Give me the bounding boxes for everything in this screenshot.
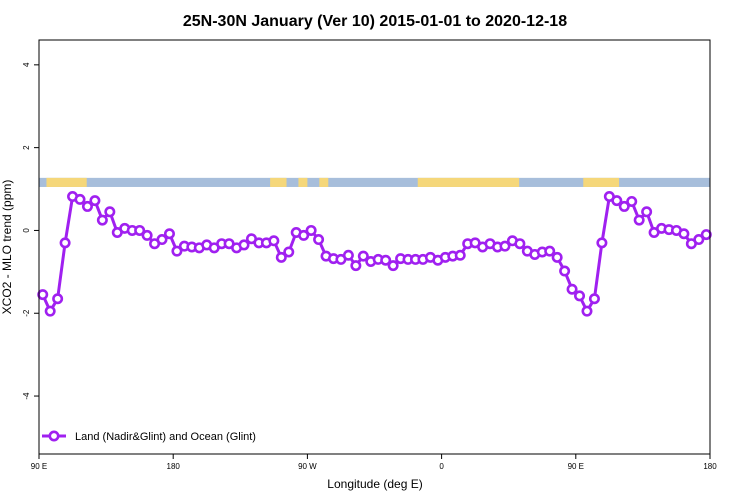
y-axis-label: XCO2 - MLO trend (ppm) [0,180,14,315]
ocean-band [39,177,710,187]
data-point [283,246,295,258]
data-point [298,229,310,241]
data-point [559,265,571,277]
data-point [380,254,392,266]
data-point [574,290,586,302]
y-tick-label: 4 [22,62,31,67]
legend-label: Land (Nadir&Glint) and Ocean (Glint) [75,431,256,443]
data-point [74,193,86,205]
x-tick-label: 90 W [298,462,317,471]
data-point [305,224,317,236]
plot-area [37,190,712,317]
data-point [566,283,578,295]
data-point [633,214,645,226]
data-point [44,305,56,317]
data-point [163,228,175,240]
chart-title: 25N-30N January (Ver 10) 2015-01-01 to 2… [183,13,567,30]
legend-marker-swatch [48,430,60,442]
x-tick-label: 180 [703,462,717,471]
y-tick-label: 0 [22,228,31,233]
data-point [611,195,623,207]
y-tick-label: -2 [22,309,31,317]
land-band [417,177,520,187]
x-tick-label: 0 [439,462,444,471]
data-point [588,293,600,305]
data-point [350,260,362,272]
data-point [700,229,712,241]
x-tick-label: 180 [167,462,181,471]
land-band [298,177,308,187]
x-axis-label: Longitude (deg E) [327,477,422,491]
data-point [678,228,690,240]
land-band [583,177,620,187]
data-point [626,195,638,207]
plot-frame [38,39,711,455]
y-axis: -4 -2 0 2 4 [22,62,39,400]
land-band [46,177,87,187]
data-point [37,289,49,301]
data-point [551,251,563,263]
y-tick-label: -4 [22,392,31,400]
land-ocean-strip [39,177,710,187]
data-point [156,234,168,246]
data-point [96,214,108,226]
legend: Land (Nadir&Glint) and Ocean (Glint) [42,430,256,443]
x-tick-label: 90 E [568,462,584,471]
data-point [52,293,64,305]
data-point [357,250,369,262]
data-point [268,235,280,247]
land-band [319,177,329,187]
data-point [342,249,354,261]
data-point [313,234,325,246]
data-point [141,229,153,241]
data-point [81,200,93,212]
data-point [59,237,71,249]
series-line [41,195,708,313]
data-point [499,240,511,252]
data-point [104,206,116,218]
x-axis: 90 E 180 90 W 0 90 E 180 [31,454,717,471]
data-point [514,238,526,250]
x-tick-label: 90 E [31,462,47,471]
data-point [454,249,466,261]
data-point [134,224,146,236]
data-point [275,251,287,263]
data-point [596,237,608,249]
data-point [238,239,250,251]
y-tick-label: 2 [22,145,31,150]
data-point [641,206,653,218]
data-point [89,195,101,207]
data-point [387,260,399,272]
data-point [171,245,183,257]
data-point [693,234,705,246]
data-point [544,245,556,257]
data-point [618,200,630,212]
land-band [270,177,287,187]
data-point [581,305,593,317]
